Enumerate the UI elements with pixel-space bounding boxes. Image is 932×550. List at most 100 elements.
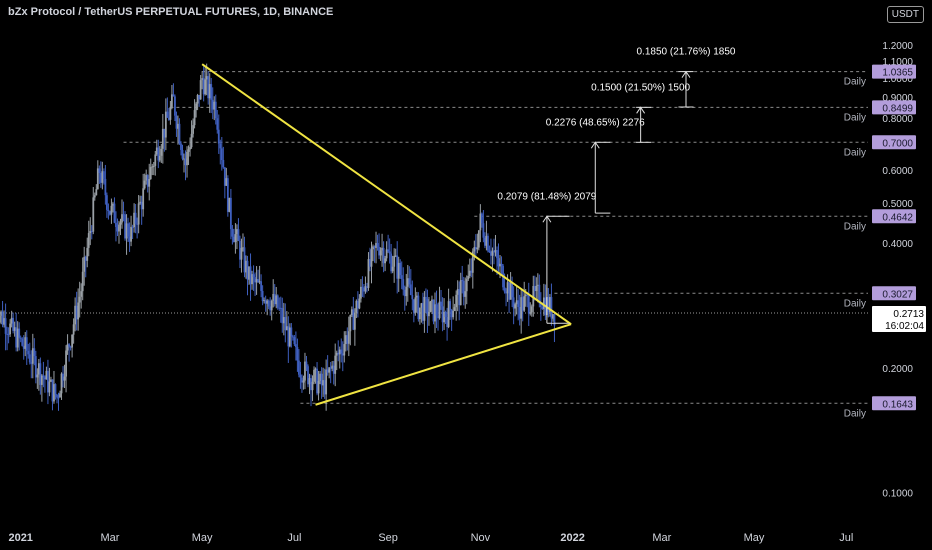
- time-tick-label: Jul: [839, 532, 853, 544]
- candle-body: [426, 298, 429, 317]
- candle-body: [493, 250, 495, 253]
- time-axis[interactable]: 2021 Mar May Jul Sep Nov 2022 Mar May Jul: [8, 532, 853, 544]
- candle-body: [282, 317, 285, 324]
- candle-body: [177, 123, 179, 129]
- candle-body: [115, 222, 117, 228]
- candle-body: [308, 378, 311, 385]
- level-price-tag: [872, 135, 916, 150]
- candle-body: [113, 203, 116, 223]
- candle-body: [518, 306, 521, 319]
- candle-body: [175, 115, 178, 129]
- candle-body: [524, 294, 527, 297]
- candle-body: [473, 247, 476, 252]
- candle-body: [458, 289, 461, 306]
- candle-body: [255, 279, 258, 283]
- candle-body: [406, 278, 409, 287]
- candle-body: [110, 205, 113, 215]
- candle-body: [456, 289, 459, 295]
- candle-body: [75, 305, 78, 320]
- candle-body: [431, 299, 433, 302]
- candle-body: [497, 258, 500, 267]
- candle-body: [447, 301, 450, 327]
- candle-body: [74, 305, 77, 325]
- candle-body: [467, 275, 470, 280]
- candle-body: [325, 369, 328, 395]
- candle-body: [40, 375, 43, 385]
- candle-body: [474, 247, 477, 250]
- candle-body: [387, 249, 390, 252]
- candle-body: [397, 262, 400, 279]
- candle-body: [453, 307, 456, 311]
- candle-body: [322, 380, 325, 386]
- level-daily-label: Daily: [844, 221, 866, 232]
- candle-body: [329, 367, 332, 369]
- candle-body: [298, 360, 300, 375]
- candle-body: [231, 229, 234, 237]
- candle-body: [450, 309, 453, 318]
- candle-body: [65, 350, 67, 377]
- candle-body: [243, 247, 246, 273]
- candle-body: [549, 297, 551, 313]
- candle-body: [408, 278, 411, 285]
- candle-body: [102, 171, 105, 179]
- candle-body: [415, 295, 418, 298]
- candle-body: [538, 284, 541, 304]
- candle-body: [323, 380, 326, 395]
- candle-body: [68, 344, 70, 347]
- candles: [0, 63, 556, 411]
- candle-body: [332, 365, 335, 374]
- candle-body: [372, 246, 374, 250]
- trendline: [201, 63, 572, 325]
- candle-body: [213, 101, 216, 110]
- candle-body: [477, 230, 480, 248]
- candle-body: [54, 384, 57, 396]
- candle-body: [434, 304, 436, 322]
- candle-body: [284, 317, 287, 331]
- candle-body: [346, 335, 349, 344]
- level-price-tag: [872, 396, 916, 411]
- candle-body: [273, 294, 276, 305]
- candle-body: [246, 260, 249, 280]
- candle-body: [219, 143, 222, 149]
- candle-body: [441, 306, 444, 323]
- candle-body: [396, 255, 399, 279]
- level-price-tag-text: 0.7000: [882, 138, 913, 149]
- candle-body: [459, 280, 462, 306]
- candle-body: [239, 240, 241, 260]
- measure-label: 0.1850 (21.76%) 1850: [637, 47, 736, 58]
- candle-body: [112, 203, 114, 206]
- candle-body: [541, 307, 544, 309]
- measurement-arrows: 0.2079 (81.48%) 2079 0.2276 (48.65%) 2276…: [497, 47, 736, 324]
- candle-body: [294, 344, 297, 348]
- level-price-tag-text: 0.4642: [882, 212, 913, 223]
- currency-button[interactable]: USDT: [886, 6, 924, 23]
- triangle-trendlines: [201, 63, 572, 406]
- candle-body: [22, 345, 25, 349]
- candle-body: [43, 377, 46, 380]
- candle-body: [16, 328, 19, 348]
- price-tick-label: 1.1000: [882, 57, 913, 68]
- candle-body: [527, 295, 530, 314]
- price-axis[interactable]: 1.2000 1.1000 1.0000 0.9000 0.8000 0.7000 0.60…: [872, 41, 926, 500]
- candle-body: [465, 279, 468, 292]
- candle-body: [72, 324, 75, 335]
- candle-body: [53, 384, 55, 402]
- candle-body: [87, 233, 90, 248]
- candle-body: [34, 356, 37, 378]
- price-tick-label: 0.6000: [882, 166, 913, 177]
- time-tick-label: May: [744, 532, 765, 544]
- candle-body: [151, 166, 154, 168]
- candle-body: [248, 266, 250, 280]
- candle-body: [521, 297, 524, 311]
- level-price-tag: [872, 100, 916, 115]
- candle-body: [169, 106, 172, 120]
- candle-body: [207, 76, 210, 99]
- candle-body: [45, 370, 48, 380]
- candle-body: [349, 315, 352, 332]
- candle-body: [228, 197, 231, 212]
- candle-body: [146, 175, 149, 187]
- current-price-tag: [872, 305, 926, 332]
- candle-body: [214, 101, 217, 119]
- candle-body: [444, 311, 447, 318]
